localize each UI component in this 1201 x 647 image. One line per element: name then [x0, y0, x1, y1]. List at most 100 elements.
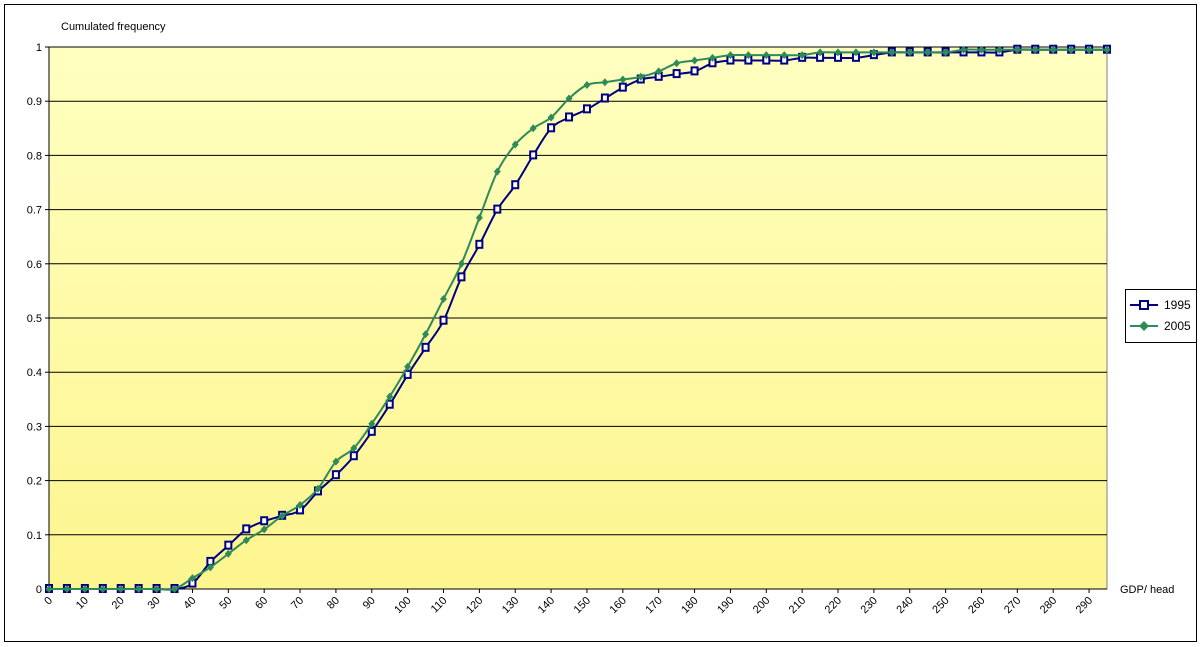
data-point-2005: [547, 113, 555, 122]
data-point-2005: [368, 419, 376, 428]
data-point-1995: [672, 69, 681, 79]
legend-item-1995: 1995: [1130, 297, 1191, 313]
data-point-1995: [582, 104, 591, 114]
y-tick-label: 0.4: [27, 367, 42, 379]
x-tick-label: 70: [289, 595, 306, 612]
cumulative-frequency-chart: 0 0.1 0.2 0.3 0.4 0.5 0.6 0.7 0.8 0.9 1 0 10 20 30 40 5…: [27, 21, 1175, 616]
x-tick-label: 50: [217, 595, 234, 612]
data-point-1995: [421, 342, 430, 352]
legend-2005-swatch-icon: [1130, 321, 1158, 331]
y-tick-label: 1: [36, 42, 42, 54]
x-tick-label: 120: [464, 595, 485, 616]
x-tick-label: 220: [823, 595, 844, 616]
data-point-2005: [422, 330, 430, 339]
data-point-2005: [1013, 45, 1021, 54]
data-point-2005: [780, 51, 788, 60]
legend: 1995 2005: [1125, 289, 1197, 343]
data-point-1995: [242, 524, 251, 534]
x-tick-label: 200: [751, 595, 772, 616]
x-tick-label: 150: [572, 595, 593, 616]
y-tick-label: 0.5: [27, 313, 42, 325]
data-point-1995: [367, 426, 376, 436]
data-point-2005: [296, 500, 304, 509]
data-point-2005: [278, 511, 286, 520]
y-tick-label: 0.2: [27, 476, 42, 488]
data-point-2005: [117, 585, 125, 593]
data-point-1995: [547, 123, 556, 133]
legend-label-1995: 1995: [1164, 298, 1191, 312]
x-tick-label: 280: [1038, 595, 1059, 616]
data-point-1995: [511, 180, 520, 190]
data-point-1995: [349, 451, 358, 461]
data-point-1995: [690, 66, 699, 76]
data-point-2005: [870, 48, 878, 57]
data-point-2005: [242, 536, 250, 545]
x-tick-label: 270: [1002, 595, 1023, 616]
data-point-2005: [314, 484, 322, 493]
data-point-2005: [63, 585, 71, 593]
x-tick-label: 180: [679, 595, 700, 616]
data-point-2005: [655, 67, 663, 76]
data-point-2005: [816, 48, 824, 57]
data-point-2005: [942, 48, 950, 57]
data-point-2005: [1031, 45, 1039, 54]
data-point-2005: [404, 362, 412, 371]
series-2005: [45, 45, 1111, 593]
data-point-2005: [206, 563, 214, 572]
y-tick-label: 0.9: [27, 96, 42, 108]
x-tick-label: 80: [325, 595, 342, 612]
data-point-2005: [511, 140, 519, 149]
data-point-1995: [618, 82, 627, 92]
data-point-1995: [457, 272, 466, 282]
y-tick-label: 0.7: [27, 205, 42, 217]
x-tick-label: 10: [74, 595, 91, 612]
x-tick-label: 100: [392, 595, 413, 616]
data-point-1995: [475, 239, 484, 249]
y-tick-label: 0.8: [27, 150, 42, 162]
data-point-2005: [960, 45, 968, 54]
data-point-2005: [995, 45, 1003, 54]
data-point-2005: [601, 78, 609, 87]
data-point-2005: [135, 585, 143, 593]
data-point-2005: [565, 94, 573, 103]
data-point-2005: [906, 48, 914, 57]
x-axis-label: GDP/ head: [1120, 584, 1174, 596]
data-point-2005: [1067, 45, 1075, 54]
data-point-2005: [99, 585, 107, 593]
data-point-2005: [744, 51, 752, 60]
data-point-1995: [224, 540, 233, 550]
data-point-2005: [673, 59, 681, 68]
data-point-1995: [260, 516, 269, 526]
data-point-2005: [619, 75, 627, 84]
x-tick-label: 190: [715, 595, 736, 616]
data-point-2005: [457, 259, 465, 268]
legend-1995-swatch-icon: [1130, 300, 1158, 310]
data-point-2005: [924, 48, 932, 57]
data-point-2005: [493, 167, 501, 176]
data-point-2005: [475, 213, 483, 222]
data-point-2005: [45, 585, 53, 593]
data-point-2005: [386, 392, 394, 401]
data-point-2005: [888, 48, 896, 57]
data-point-2005: [1085, 45, 1093, 54]
y-axis-label: Cumulated frequency: [61, 21, 166, 33]
data-point-2005: [260, 525, 268, 534]
data-point-2005: [726, 51, 734, 60]
data-point-2005: [691, 56, 699, 65]
y-tick-label: 0.1: [27, 530, 42, 542]
x-tick-label: 60: [253, 595, 270, 612]
series-group: [45, 44, 1111, 593]
x-tick-label: 110: [429, 595, 450, 616]
data-point-2005: [798, 51, 806, 60]
data-point-2005: [1103, 45, 1111, 54]
data-point-1995: [439, 315, 448, 325]
y-tick-label: 0.3: [27, 421, 42, 433]
data-point-2005: [977, 45, 985, 54]
data-point-2005: [583, 80, 591, 89]
data-point-2005: [440, 295, 448, 304]
data-point-1995: [600, 93, 609, 103]
data-point-2005: [171, 585, 179, 593]
data-point-2005: [81, 585, 89, 593]
data-point-2005: [188, 574, 196, 583]
x-tick-label: 290: [1074, 595, 1095, 616]
